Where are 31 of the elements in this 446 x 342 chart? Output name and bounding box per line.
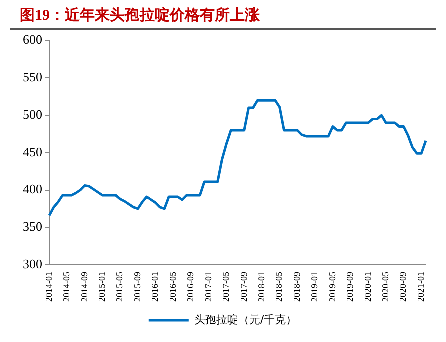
x-tick-label: 2014-05 [62,272,72,302]
x-tick-label: 2019-05 [327,272,338,302]
legend-label: 头孢拉啶（元/千克） [194,313,298,326]
x-tick-label: 2014-09 [79,272,90,302]
x-tick-label: 2016-01 [150,272,160,302]
x-tick-label: 2020-09 [398,272,408,302]
x-tick-label: 2017-05 [221,272,232,302]
x-tick-label: 2015-09 [132,272,142,302]
x-tick-label: 2016-05 [168,272,178,302]
y-tick-label: 550 [23,70,42,85]
x-tick-label: 2017-09 [238,272,249,302]
chart-title: 图19：近年来头孢拉啶价格有所上涨 [10,6,436,30]
y-tick-label: 350 [23,219,42,234]
y-tick-label: 500 [23,106,42,122]
x-tick-label: 2015-05 [114,272,125,302]
x-tick-label: 2014-01 [44,272,54,302]
x-tick-label: 2021-01 [416,272,426,302]
x-tick-label: 2018-09 [292,272,302,302]
y-tick-label: 600 [23,32,42,48]
x-tick-label: 2017-01 [203,272,214,302]
x-tick-label: 2019-01 [310,272,320,302]
y-tick-label: 400 [23,182,42,197]
x-tick-label: 2015-01 [97,272,108,302]
x-tick-label: 2016-09 [186,272,196,302]
x-tick-label: 2020-01 [362,272,373,302]
x-tick-label: 2018-01 [256,272,266,302]
y-tick-label: 450 [23,144,42,160]
x-tick-label: 2020-05 [380,272,390,302]
x-tick-label: 2018-05 [274,272,284,302]
y-tick-label: 300 [23,256,42,272]
x-tick-label: 2019-09 [345,272,356,302]
